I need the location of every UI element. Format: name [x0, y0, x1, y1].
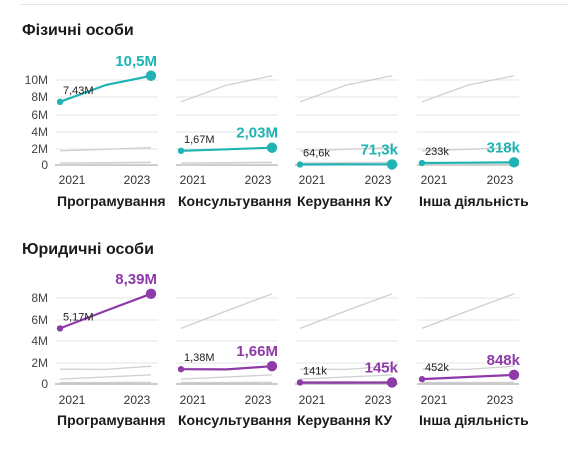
- x-tick-label: 2023: [124, 393, 151, 407]
- end-value-label: 145k: [365, 359, 399, 376]
- context-line: [180, 374, 273, 380]
- context-line: [299, 293, 393, 330]
- start-value-label: 1,38M: [184, 352, 215, 364]
- start-value-label: 452k: [425, 362, 449, 374]
- x-tick-label: 2023: [487, 173, 514, 187]
- start-point: [296, 161, 304, 168]
- category-label: Інша діяльність: [419, 193, 529, 209]
- series-line: [180, 365, 273, 371]
- context-line: [59, 365, 152, 371]
- x-tick-label: 2021: [299, 393, 326, 407]
- section-title-physical: Фізичні особи: [22, 22, 134, 39]
- y-tick-label: 0: [41, 377, 48, 391]
- start-point: [56, 325, 64, 332]
- y-tick-label: 4M: [31, 125, 48, 139]
- end-point: [145, 70, 157, 81]
- category-label: Керування КУ: [297, 193, 393, 209]
- x-tick-label: 2023: [365, 173, 392, 187]
- start-point: [418, 159, 426, 167]
- context-line: [421, 75, 515, 103]
- end-value-label: 848k: [487, 352, 521, 369]
- x-tick-label: 2023: [245, 393, 272, 407]
- start-point: [56, 98, 64, 106]
- context-line: [421, 147, 515, 152]
- context-line: [59, 374, 152, 380]
- x-tick-label: 2021: [59, 393, 86, 407]
- end-point: [508, 369, 520, 381]
- y-tick-label: 0: [41, 158, 48, 172]
- chart-group-1: 8M 6M 4M 2M 0 5,17M 8,39M 2021 2023 Програмування…: [31, 271, 529, 428]
- x-tick-label: 2021: [421, 173, 448, 187]
- context-line: [299, 147, 393, 152]
- end-value-label: 8,39M: [115, 271, 157, 288]
- y-tick-label: 8M: [31, 291, 48, 305]
- start-point: [177, 147, 185, 155]
- start-value-label: 64,6k: [303, 147, 330, 159]
- context-line: [299, 161, 393, 164]
- series-line: [59, 74, 152, 103]
- x-tick-label: 2021: [180, 393, 207, 407]
- x-tick-label: 2021: [421, 393, 448, 407]
- x-tick-label: 2023: [124, 173, 151, 187]
- y-tick-label: 2M: [31, 142, 48, 156]
- context-line: [59, 161, 152, 164]
- end-point: [145, 288, 157, 300]
- context-line: [59, 147, 152, 152]
- end-point: [386, 159, 398, 170]
- end-value-label: 1,66M: [236, 343, 278, 360]
- section-title-legal: Юридичні особи: [22, 241, 154, 258]
- end-point: [508, 157, 520, 168]
- context-line: [299, 75, 393, 103]
- start-point: [296, 379, 304, 386]
- y-tick-label: 6M: [31, 313, 48, 327]
- end-point: [266, 360, 278, 372]
- series-line: [421, 161, 515, 165]
- start-value-label: 7,43M: [63, 85, 94, 97]
- end-value-label: 71,3k: [360, 141, 398, 158]
- context-line: [180, 75, 273, 103]
- end-value-label: 2,03M: [236, 125, 278, 142]
- category-label: Інша діяльність: [419, 412, 529, 428]
- context-line: [421, 293, 515, 330]
- context-line: [180, 161, 273, 164]
- context-line: [180, 293, 273, 330]
- end-point: [386, 377, 398, 388]
- start-value-label: 1,67M: [184, 134, 215, 146]
- category-label: Консультування: [178, 193, 292, 209]
- end-point: [266, 142, 278, 153]
- category-label: Програмування: [57, 193, 166, 209]
- x-tick-label: 2021: [299, 173, 326, 187]
- chart-group-0: 10M 8M 6M 4M 2M 0 7,43M 10,5M 2021 2023 Програмува…: [25, 53, 529, 209]
- y-tick-label: 2M: [31, 356, 48, 370]
- start-point: [418, 375, 426, 383]
- category-label: Керування КУ: [297, 412, 393, 428]
- y-tick-label: 4M: [31, 334, 48, 348]
- x-tick-label: 2023: [487, 393, 514, 407]
- series-line: [180, 146, 273, 152]
- context-line: [299, 365, 393, 371]
- start-point: [177, 365, 185, 373]
- start-value-label: 141k: [303, 365, 327, 377]
- end-value-label: 318k: [487, 139, 521, 156]
- start-value-label: 233k: [425, 146, 449, 158]
- y-tick-label: 6M: [31, 108, 48, 122]
- top-divider: [20, 4, 568, 5]
- x-tick-label: 2023: [245, 173, 272, 187]
- context-line: [299, 374, 393, 380]
- y-tick-label: 8M: [31, 90, 48, 104]
- series-line: [421, 373, 515, 381]
- series-line: [59, 292, 152, 330]
- x-tick-label: 2023: [365, 393, 392, 407]
- end-value-label: 10,5M: [115, 53, 157, 70]
- category-label: Консультування: [178, 412, 292, 428]
- x-tick-label: 2021: [59, 173, 86, 187]
- category-label: Програмування: [57, 412, 166, 428]
- y-tick-label: 10M: [25, 73, 48, 87]
- start-value-label: 5,17M: [63, 311, 94, 323]
- context-line: [421, 365, 515, 371]
- x-tick-label: 2021: [180, 173, 207, 187]
